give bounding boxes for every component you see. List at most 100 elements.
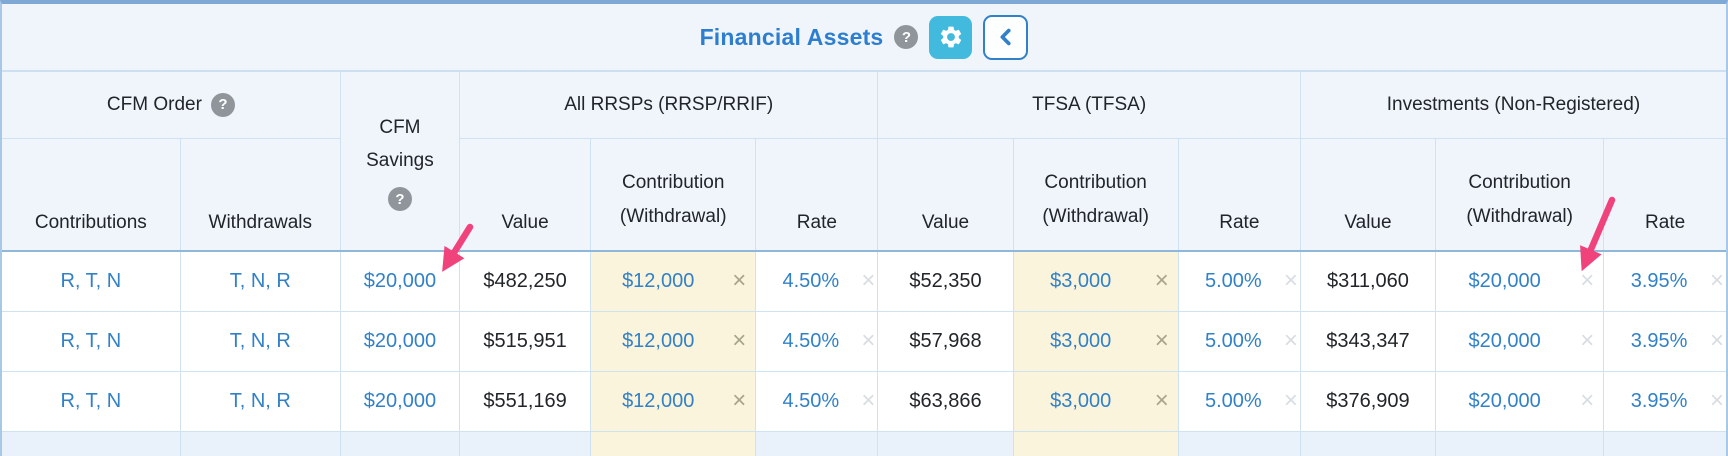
column-header-tfsa-rate: Rate xyxy=(1177,137,1301,252)
financial-assets-table: CFM Order ? CFM Savings ? All RRSPs (RRS… xyxy=(2,72,1726,456)
clear-icon[interactable]: × xyxy=(1709,387,1724,414)
collapse-button[interactable] xyxy=(983,14,1029,60)
tfsa-rate-value[interactable]: 5.00% xyxy=(1204,329,1262,352)
investments-contribution-value[interactable]: $20,000 xyxy=(1468,389,1541,412)
contributions-order-link[interactable]: R, T, N xyxy=(2,310,181,372)
panel-title: Financial Assets xyxy=(699,23,884,50)
contributions-order-link[interactable]: R, T, N xyxy=(2,250,181,312)
cfm-savings-value[interactable]: $20,000 xyxy=(339,370,460,432)
column-header-investments-value: Value xyxy=(1299,137,1437,252)
rrsp-rate-value[interactable]: 4.50% xyxy=(782,389,840,412)
clear-icon[interactable]: × xyxy=(1580,267,1595,295)
clear-icon[interactable]: × xyxy=(861,327,876,354)
cfm-savings-value[interactable]: $20,000 xyxy=(339,250,460,312)
table-row: R, T, N T, N, R $20,000 $482,250 $12,000… xyxy=(2,250,1726,312)
investments-contribution-cell: $20,000 × xyxy=(1435,250,1605,312)
clear-icon[interactable]: × xyxy=(1283,267,1298,295)
tfsa-contribution-cell: $3,000 × xyxy=(1012,250,1179,312)
investments-rate-value[interactable]: 3.95% xyxy=(1630,329,1688,352)
group-header-tfsa: TFSA (TFSA) xyxy=(877,72,1301,139)
rrsp-rate-value[interactable]: 4.50% xyxy=(782,329,840,352)
clear-icon[interactable]: × xyxy=(732,267,747,295)
tfsa-value: $57,968 xyxy=(877,310,1014,372)
clear-icon[interactable]: × xyxy=(1154,267,1169,295)
rrsp-contribution-value[interactable]: $12,000 xyxy=(622,329,695,352)
investments-value: $376,909 xyxy=(1299,370,1437,432)
settings-button[interactable] xyxy=(929,15,973,59)
clear-icon[interactable]: × xyxy=(1709,267,1724,295)
rrsp-contribution-cell: $12,000 × xyxy=(590,250,757,312)
investments-value: $343,347 xyxy=(1299,310,1437,372)
withdrawals-order-link[interactable]: T, N, R xyxy=(179,370,341,432)
clear-icon[interactable]: × xyxy=(1154,327,1169,354)
rrsp-contribution-value[interactable]: $12,000 xyxy=(622,389,695,412)
clear-icon[interactable]: × xyxy=(1580,327,1595,354)
tfsa-rate-cell: 5.00% × xyxy=(1177,370,1301,432)
clear-icon[interactable]: × xyxy=(1283,327,1298,354)
withdrawals-order-link[interactable]: T, N, R xyxy=(179,250,341,312)
tfsa-rate-cell: 5.00% × xyxy=(1177,250,1301,312)
group-header-cfm-savings: CFM Savings ? xyxy=(339,72,460,252)
investments-contribution-value[interactable]: $20,000 xyxy=(1468,329,1541,352)
tfsa-rate-value[interactable]: 5.00% xyxy=(1204,389,1262,412)
column-header-tfsa-value: Value xyxy=(877,137,1014,252)
group-header-rrsp: All RRSPs (RRSP/RRIF) xyxy=(458,72,879,139)
help-glyph: ? xyxy=(395,190,405,208)
gear-icon xyxy=(938,24,964,50)
help-icon[interactable]: ? xyxy=(894,25,919,49)
clear-icon[interactable]: × xyxy=(1580,387,1595,414)
rrsp-contribution-value[interactable]: $12,000 xyxy=(622,269,695,292)
group-header-investments: Investments (Non-Registered) xyxy=(1299,72,1726,139)
investments-rate-value[interactable]: 3.95% xyxy=(1630,269,1688,292)
tfsa-contribution-value[interactable]: $3,000 xyxy=(1050,329,1112,352)
rrsp-rate-cell: 4.50% × xyxy=(755,310,879,372)
clear-icon[interactable]: × xyxy=(1709,327,1724,354)
cfm-savings-label: CFM Savings xyxy=(366,116,434,171)
table-row-partial xyxy=(2,430,1726,456)
help-icon[interactable]: ? xyxy=(210,92,235,117)
tfsa-contribution-cell: $3,000 × xyxy=(1012,370,1179,432)
rrsp-rate-value[interactable]: 4.50% xyxy=(782,269,840,292)
investments-rate-cell: 3.95% × xyxy=(1603,250,1726,312)
tfsa-contribution-cell: $3,000 × xyxy=(1012,310,1179,372)
withdrawals-order-link[interactable]: T, N, R xyxy=(179,310,341,372)
table-row: R, T, N T, N, R $20,000 $551,169 $12,000… xyxy=(2,370,1726,432)
rrsp-contribution-cell: $12,000 × xyxy=(590,370,757,432)
tfsa-contribution-value[interactable]: $3,000 xyxy=(1050,389,1112,412)
investments-rate-cell: 3.95% × xyxy=(1603,310,1726,372)
investments-contribution-cell: $20,000 × xyxy=(1435,310,1605,372)
investments-contribution-value[interactable]: $20,000 xyxy=(1468,269,1541,292)
investments-rate-value[interactable]: 3.95% xyxy=(1630,389,1688,412)
column-header-rrsp-rate: Rate xyxy=(755,137,879,252)
contributions-order-link[interactable]: R, T, N xyxy=(2,370,181,432)
investments-contribution-cell: $20,000 × xyxy=(1435,370,1605,432)
column-header-rrsp-value: Value xyxy=(458,137,592,252)
column-header-investments-contribution: Contribution (Withdrawal) xyxy=(1435,137,1605,252)
tfsa-value: $52,350 xyxy=(877,250,1014,312)
help-glyph: ? xyxy=(218,96,228,114)
tfsa-value: $63,866 xyxy=(877,370,1014,432)
clear-icon[interactable]: × xyxy=(1283,387,1298,414)
rrsp-value: $515,951 xyxy=(458,310,592,372)
tfsa-contribution-value[interactable]: $3,000 xyxy=(1050,269,1112,292)
column-header-contributions: Contributions xyxy=(2,137,181,252)
clear-icon[interactable]: × xyxy=(861,387,876,414)
tfsa-rate-value[interactable]: 5.00% xyxy=(1204,269,1262,292)
rrsp-value: $482,250 xyxy=(458,250,592,312)
rrsp-value: $551,169 xyxy=(458,370,592,432)
rrsp-contribution-cell: $12,000 × xyxy=(590,310,757,372)
column-header-tfsa-contribution: Contribution (Withdrawal) xyxy=(1012,137,1179,252)
title-bar: Financial Assets ? xyxy=(2,4,1726,72)
help-glyph: ? xyxy=(901,28,912,46)
rrsp-rate-cell: 4.50% × xyxy=(755,250,879,312)
clear-icon[interactable]: × xyxy=(732,387,747,414)
clear-icon[interactable]: × xyxy=(1154,387,1169,414)
clear-icon[interactable]: × xyxy=(861,267,876,295)
column-header-rrsp-contribution: Contribution (Withdrawal) xyxy=(590,137,757,252)
table-row: R, T, N T, N, R $20,000 $515,951 $12,000… xyxy=(2,310,1726,372)
group-header-cfm-order: CFM Order ? xyxy=(2,72,341,139)
cfm-savings-value[interactable]: $20,000 xyxy=(339,310,460,372)
help-icon[interactable]: ? xyxy=(387,187,412,212)
clear-icon[interactable]: × xyxy=(732,327,747,354)
